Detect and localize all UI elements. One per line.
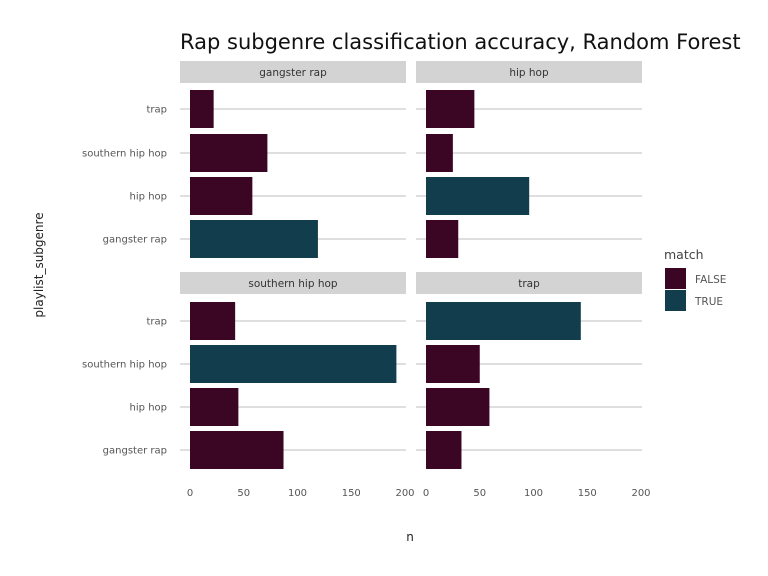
bar bbox=[190, 345, 397, 383]
y-axis-title: playlist_subgenre bbox=[32, 212, 46, 317]
bar bbox=[426, 431, 462, 469]
bar bbox=[426, 134, 453, 172]
x-tick-label: 50 bbox=[237, 488, 250, 499]
bar bbox=[190, 388, 239, 426]
facet-panels: gangster rap trap southern hip hop hip hop g… bbox=[82, 61, 651, 499]
legend-label: TRUE bbox=[694, 296, 723, 308]
y-tick-label: southern hip hop bbox=[82, 360, 167, 371]
bar bbox=[190, 177, 253, 215]
bar bbox=[190, 220, 318, 258]
y-tick-label: hip hop bbox=[130, 403, 167, 414]
y-tick-label: trap bbox=[146, 105, 167, 116]
legend-swatch bbox=[665, 290, 686, 311]
bar bbox=[190, 90, 214, 128]
bar bbox=[190, 431, 284, 469]
bar bbox=[426, 302, 581, 340]
legend-swatch bbox=[665, 268, 686, 289]
y-tick-label: gangster rap bbox=[103, 446, 167, 457]
facet-label: hip hop bbox=[509, 67, 549, 79]
facet-strip bbox=[416, 61, 642, 83]
x-tick-label: 100 bbox=[524, 488, 543, 499]
x-tick-label: 0 bbox=[423, 488, 429, 499]
facet-panel: gangster rap trap southern hip hop hip hop g… bbox=[82, 61, 406, 258]
x-axis-title: n bbox=[406, 530, 414, 544]
facet-panel: hip hop bbox=[416, 61, 642, 258]
x-tick-label: 200 bbox=[395, 488, 414, 499]
x-tick-label: 0 bbox=[187, 488, 193, 499]
facet-strip bbox=[416, 272, 642, 294]
bar bbox=[190, 302, 236, 340]
bar bbox=[426, 345, 480, 383]
x-tick-label: 100 bbox=[288, 488, 307, 499]
facet-panel: southern hip hop trap southern hip hop hip … bbox=[82, 272, 415, 499]
facet-label: trap bbox=[518, 278, 540, 290]
bar bbox=[426, 388, 490, 426]
bar bbox=[426, 220, 459, 258]
bar bbox=[190, 134, 268, 172]
chart-title: Rap subgenre classification accuracy, Ra… bbox=[180, 30, 741, 54]
x-tick-label: 150 bbox=[578, 488, 597, 499]
bar bbox=[426, 90, 475, 128]
x-tick-label: 50 bbox=[473, 488, 486, 499]
x-tick-label: 150 bbox=[342, 488, 361, 499]
y-tick-label: gangster rap bbox=[103, 235, 167, 246]
legend-label: FALSE bbox=[695, 274, 726, 286]
facet-label: gangster rap bbox=[259, 67, 327, 79]
y-tick-label: southern hip hop bbox=[82, 149, 167, 160]
bar bbox=[426, 177, 530, 215]
y-tick-label: trap bbox=[146, 317, 167, 328]
facet-strip bbox=[180, 272, 406, 294]
legend-title: match bbox=[664, 247, 704, 262]
y-tick-label: hip hop bbox=[130, 192, 167, 203]
facet-panel: trap 0 50 100 150 200 bbox=[416, 272, 651, 499]
legend: match FALSE TRUE bbox=[664, 247, 726, 311]
facet-strip bbox=[180, 61, 406, 83]
x-tick-label: 200 bbox=[631, 488, 650, 499]
facet-label: southern hip hop bbox=[248, 278, 338, 290]
